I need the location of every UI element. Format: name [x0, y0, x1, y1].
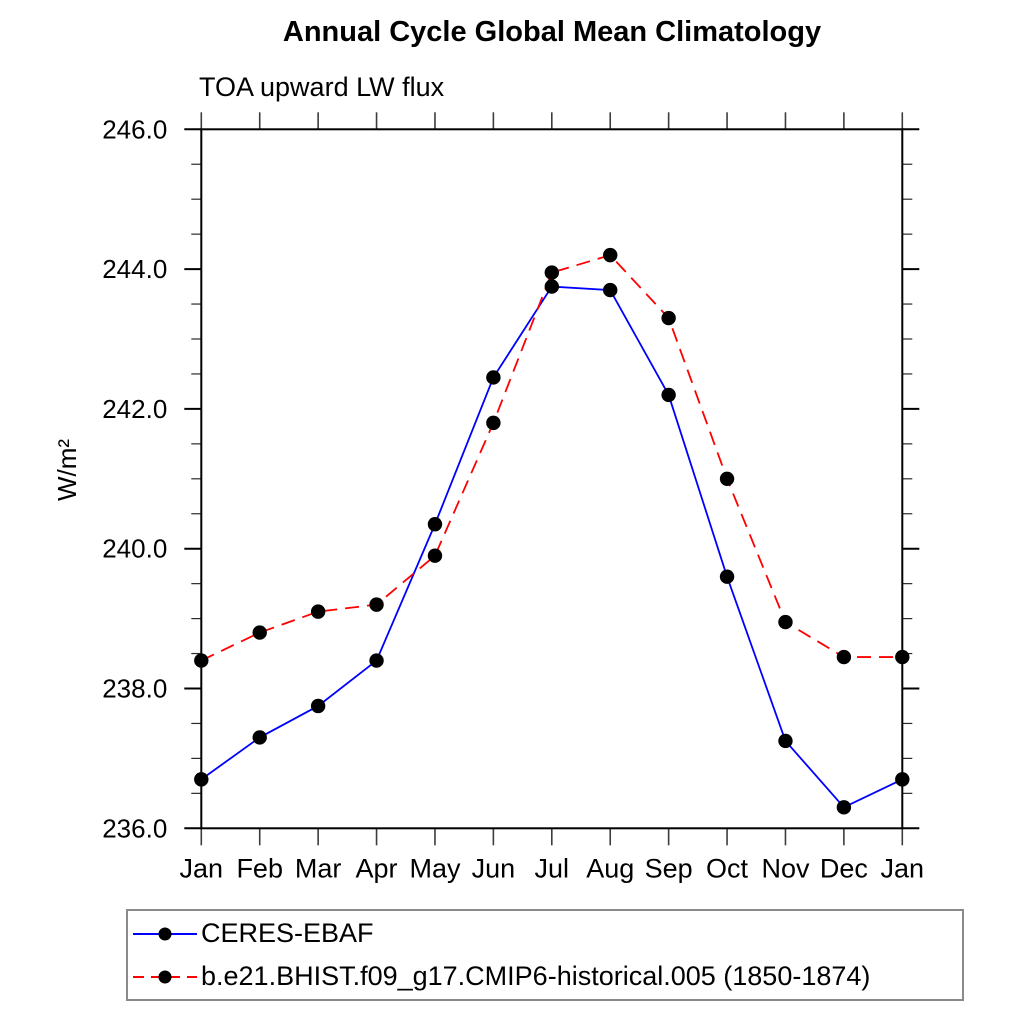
legend-solid-line-sample	[133, 927, 197, 940]
data-point-marker	[778, 614, 793, 630]
data-point-marker	[486, 415, 501, 431]
data-point-marker	[836, 800, 852, 815]
data-point-marker	[194, 653, 209, 668]
data-point-marker	[194, 772, 209, 787]
x-tick-label: Jun	[472, 853, 516, 883]
x-tick-label: Apr	[356, 853, 398, 883]
x-tick-label: May	[409, 853, 461, 883]
y-tick-label: 246.0	[102, 114, 167, 144]
data-point-marker	[486, 370, 501, 385]
data-point-marker	[603, 247, 618, 263]
chart-title: Annual Cycle Global Mean Climatology	[282, 16, 822, 48]
x-tick-label: Nov	[761, 853, 810, 883]
x-tick-label: Jan	[180, 853, 224, 883]
legend-dashed-line-sample	[133, 970, 197, 983]
data-point-marker	[252, 625, 267, 640]
data-point-marker	[895, 649, 910, 665]
series-line-dashed	[200, 254, 903, 662]
legend: CERES-EBAF b.e21.BHIST.f09_g17.CMIP6-his…	[126, 909, 964, 1001]
x-tick-label: Dec	[820, 853, 868, 883]
x-tick-label: Aug	[586, 853, 634, 883]
data-point-marker	[310, 698, 326, 714]
y-tick-label: 236.0	[102, 813, 167, 843]
x-tick-label: Mar	[295, 853, 342, 883]
data-point-marker	[719, 569, 735, 584]
x-tick-label: Jul	[535, 853, 570, 883]
y-tick-label: 238.0	[102, 674, 167, 704]
data-point-marker	[836, 649, 852, 665]
plot-frame	[200, 128, 904, 830]
data-point-marker	[427, 548, 443, 563]
legend-item-model: b.e21.BHIST.f09_g17.CMIP6-historical.005…	[132, 955, 962, 998]
x-tick-label: Jan	[881, 853, 925, 883]
data-point-marker	[661, 387, 676, 403]
legend-marker-dot-icon	[158, 927, 172, 940]
data-point-marker	[778, 733, 793, 749]
data-point-marker	[895, 772, 910, 787]
y-tick-label: 240.0	[102, 534, 167, 564]
data-point-marker	[544, 265, 559, 280]
data-point-marker	[427, 517, 443, 532]
data-point-marker	[310, 604, 326, 619]
legend-marker-dot-icon	[158, 970, 172, 983]
data-point-marker	[661, 310, 676, 326]
chart-subtitle: TOA upward LW flux	[199, 72, 445, 102]
data-point-marker	[719, 471, 735, 486]
legend-label-model: b.e21.BHIST.f09_g17.CMIP6-historical.005…	[201, 961, 871, 991]
x-tick-label: Oct	[706, 853, 749, 883]
data-point-marker	[252, 730, 267, 745]
series-line-solid	[200, 285, 903, 809]
data-point-marker	[603, 282, 618, 298]
data-point-marker	[369, 653, 384, 668]
legend-label-observation: CERES-EBAF	[201, 918, 374, 948]
data-point-marker	[369, 597, 384, 612]
legend-item-observation: CERES-EBAF	[132, 912, 962, 955]
data-point-marker	[544, 279, 559, 294]
y-tick-label: 242.0	[102, 394, 167, 424]
y-tick-label: 244.0	[102, 254, 167, 284]
x-tick-label: Sep	[645, 853, 693, 883]
x-tick-label: Feb	[236, 853, 283, 883]
